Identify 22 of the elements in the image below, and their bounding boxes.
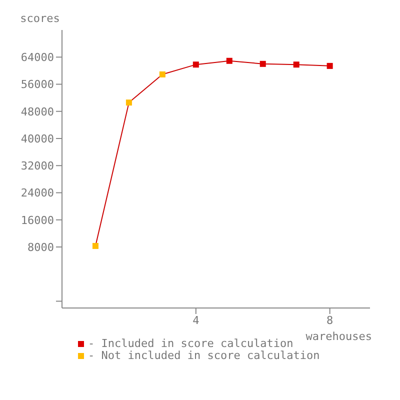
point bbox=[159, 71, 166, 78]
x-axis-title: warehouses bbox=[306, 330, 372, 343]
legend-label: - Not included in score calculation bbox=[87, 349, 321, 362]
x-tick-label: 4 bbox=[192, 314, 200, 327]
x-tick-label: 8 bbox=[326, 314, 334, 327]
legend-label: - Included in score calculation bbox=[88, 337, 294, 350]
y-tick-label: 40000 bbox=[20, 132, 54, 146]
y-tick-label: 56000 bbox=[20, 78, 54, 92]
y-tick-label: 16000 bbox=[20, 214, 54, 227]
point bbox=[326, 62, 333, 69]
y-axis-title: scores bbox=[20, 12, 60, 25]
point bbox=[260, 60, 266, 67]
y-tick-label: 8000 bbox=[28, 240, 54, 254]
y-tick-label: 32000 bbox=[20, 160, 54, 173]
point bbox=[126, 100, 132, 106]
point bbox=[192, 62, 199, 68]
point bbox=[92, 242, 98, 249]
point bbox=[293, 62, 300, 68]
y-tick-label: 24000 bbox=[20, 186, 54, 200]
point bbox=[226, 58, 232, 64]
y-tick-label: 48000 bbox=[20, 105, 54, 118]
y-tick-label: 64000 bbox=[20, 51, 54, 64]
